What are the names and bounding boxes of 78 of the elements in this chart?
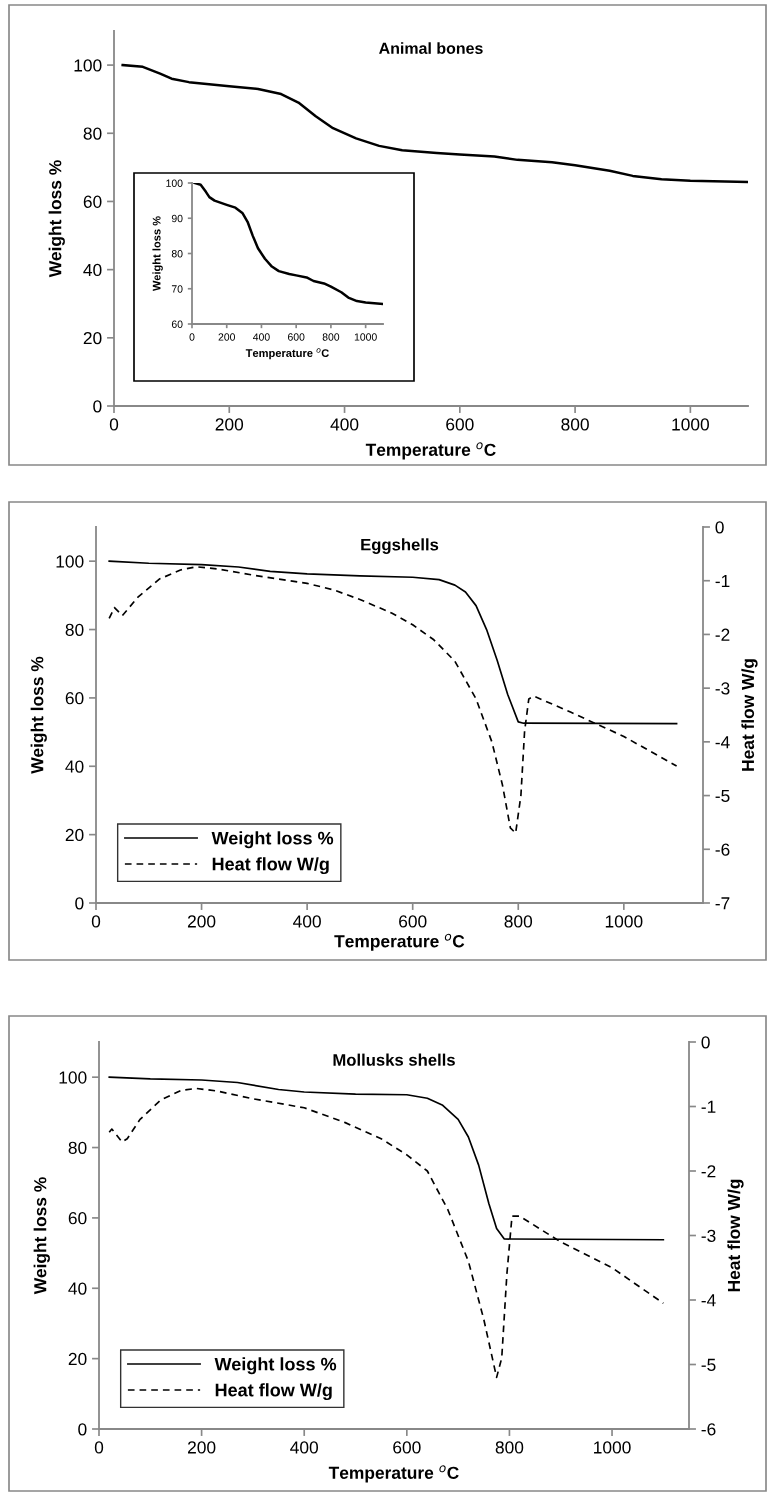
x-tick-label: 200 [187, 915, 216, 928]
x-tick-label: 400 [290, 1441, 319, 1454]
x-tick-label: 800 [561, 418, 589, 431]
y2-tick-label: -1 [715, 575, 730, 588]
y2-tick-label: -4 [715, 736, 730, 749]
y-axis-title: Weight loss % [48, 160, 65, 278]
x-tick-label: 800 [495, 1441, 524, 1454]
legend-label: Weight loss % [214, 1357, 337, 1375]
y2-tick-label: -4 [701, 1294, 716, 1307]
y-tick-label: 80 [65, 623, 84, 637]
y-axis-title: Weight loss % [152, 216, 163, 292]
x-tick-label: 1000 [672, 418, 709, 431]
x-tick-label: 0 [109, 418, 119, 431]
y-tick-label: 0 [75, 897, 84, 910]
y2-tick-label: -3 [715, 682, 730, 695]
y2-tick-label: -1 [701, 1100, 716, 1113]
x-tick-label: 200 [188, 1441, 216, 1454]
y2-tick-label: -6 [715, 843, 730, 856]
y2-tick-label: 0 [701, 1036, 710, 1049]
y-tick-label: 100 [166, 179, 183, 187]
legend-label: Heat flow W/g [215, 1383, 332, 1401]
y-tick-label: 100 [56, 555, 84, 568]
y2-tick-label: -7 [715, 897, 730, 910]
y2-axis-title: Heat flow W/g [727, 1179, 744, 1292]
y2-tick-label: -5 [701, 1358, 716, 1371]
y2-tick-label: -5 [715, 789, 730, 803]
y-tick-label: 90 [171, 214, 183, 223]
x-tick-label: 1000 [354, 333, 377, 341]
y2-tick-label: 0 [715, 521, 724, 534]
y-tick-label: 60 [68, 1212, 87, 1225]
text: Eggshells [361, 538, 439, 554]
y2-tick-label: -6 [701, 1423, 716, 1436]
x-tick-label: 400 [293, 915, 321, 928]
y-tick-label: 80 [171, 250, 183, 258]
x-axis-title: Temperature $^{o}$C [328, 1465, 459, 1483]
x-axis-title: Temperature $^{o}$C [365, 442, 496, 460]
y-tick-label: 70 [171, 285, 183, 293]
y-tick-label: 80 [68, 1141, 87, 1155]
x-tick-label: 600 [393, 1441, 421, 1454]
y-tick-label: 100 [74, 59, 102, 72]
x-tick-label: 200 [215, 418, 244, 431]
x-tick-label: 400 [253, 333, 270, 341]
y2-tick-label: -3 [701, 1229, 716, 1242]
x-tick-label: 800 [504, 915, 533, 928]
y-tick-label: 80 [83, 127, 102, 140]
y-tick-label: 40 [68, 1282, 87, 1295]
y2-axis-title: Heat flow W/g [741, 659, 758, 771]
x-tick-label: 800 [322, 333, 340, 341]
y2-tick-label: -2 [701, 1165, 716, 1178]
y-tick-label: 0 [78, 1423, 87, 1436]
x-tick-label: 1000 [594, 1441, 631, 1454]
x-tick-label: 400 [330, 418, 359, 431]
text: Animal bones [379, 42, 483, 54]
y-axis-title: Weight loss % [30, 656, 47, 774]
x-tick-label: 600 [288, 333, 305, 341]
text: Mollusks shells [333, 1053, 455, 1066]
y-tick-label: 100 [59, 1071, 87, 1084]
y2-tick-label: -2 [715, 628, 730, 641]
y-tick-label: 0 [93, 400, 102, 413]
legend-label: Heat flow W/g [212, 857, 329, 875]
y-tick-label: 20 [65, 828, 84, 842]
x-axis-title: Temperature $^{o}$C [245, 348, 329, 360]
y-tick-label: 60 [65, 692, 84, 705]
y-tick-label: 40 [83, 263, 102, 277]
legend-label: Weight loss % [211, 831, 334, 849]
y-tick-label: 60 [83, 195, 102, 208]
y-tick-label: 20 [68, 1352, 87, 1366]
line-series [193, 183, 383, 306]
x-tick-label: 600 [399, 915, 427, 928]
x-tick-label: 1000 [605, 915, 643, 928]
y-tick-label: 20 [83, 331, 102, 345]
y-axis-title: Weight loss % [33, 1177, 50, 1295]
y-tick-label: 60 [171, 320, 183, 328]
x-axis-title: Temperature $^{o}$C [334, 933, 465, 951]
y-tick-label: 40 [65, 760, 84, 773]
x-tick-label: 200 [218, 333, 236, 341]
x-tick-label: 0 [189, 333, 195, 341]
x-tick-label: 600 [446, 418, 474, 431]
